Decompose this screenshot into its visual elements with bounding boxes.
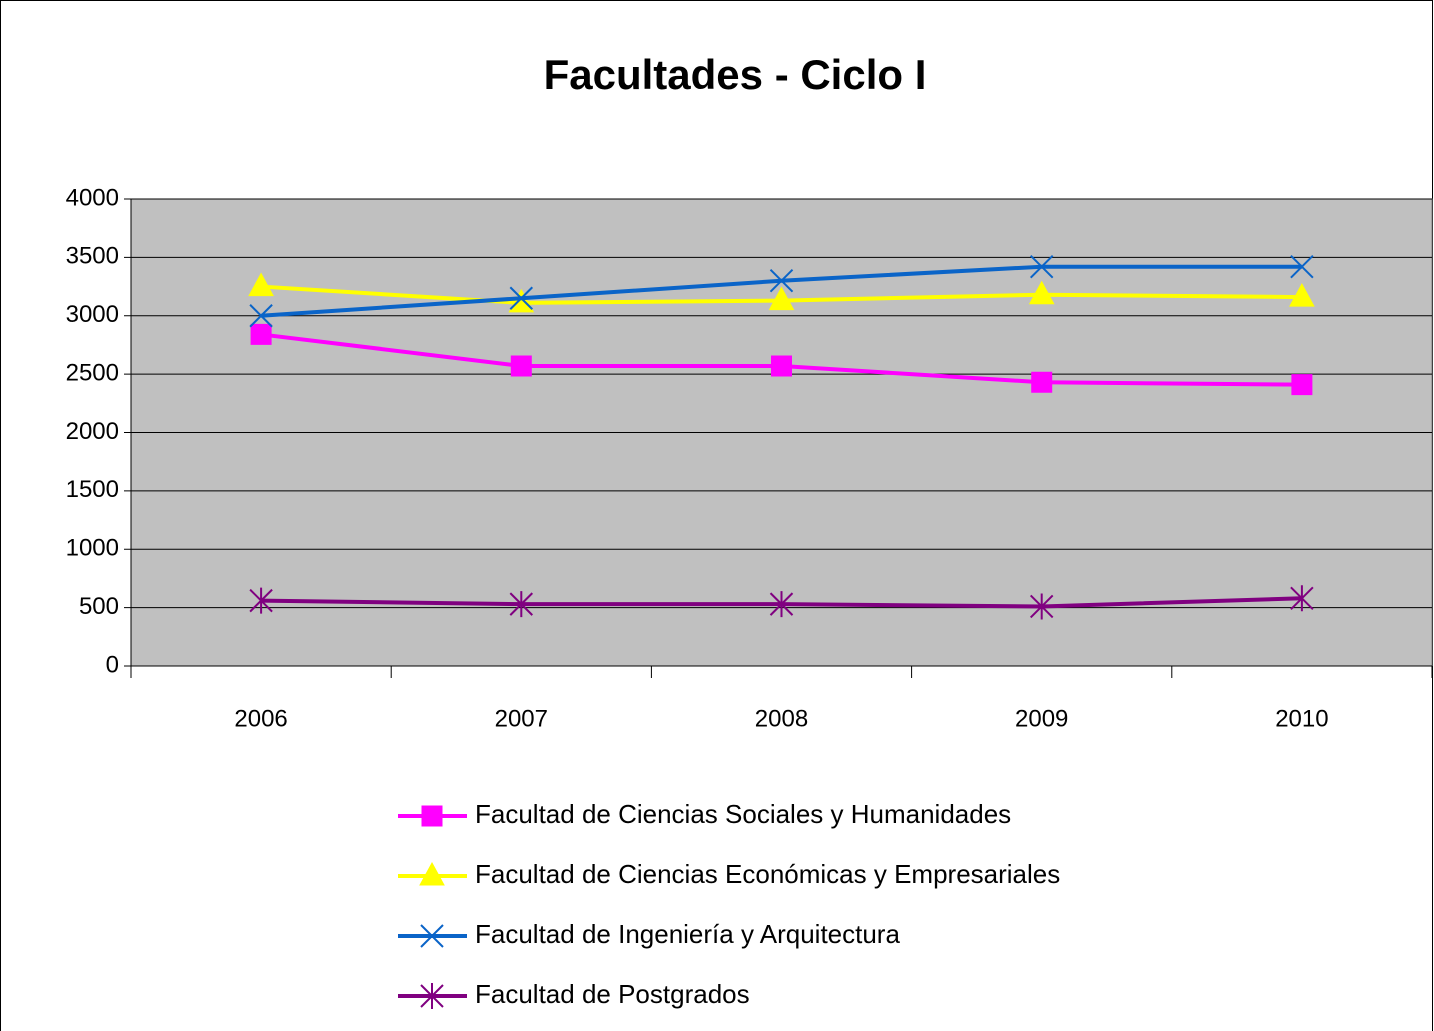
x-tick-label: 2010 [1275, 705, 1328, 732]
legend-marker [420, 924, 444, 948]
y-tick-label: 2500 [66, 359, 119, 386]
marker [1029, 593, 1054, 620]
legend-marker [421, 805, 443, 827]
marker [249, 587, 273, 614]
y-tick-label: 3000 [66, 301, 119, 328]
legend-marker [420, 983, 444, 1009]
y-tick-label: 1500 [66, 476, 119, 503]
marker [1290, 585, 1314, 612]
legend-label: Facultad de Ciencias Económicas y Empres… [475, 859, 1060, 889]
marker [1291, 374, 1313, 396]
marker [249, 304, 273, 328]
legend-marker [419, 861, 445, 886]
marker [248, 272, 274, 297]
x-tick-label: 2009 [1015, 705, 1068, 732]
marker [250, 323, 272, 345]
marker [1028, 280, 1055, 305]
marker [769, 269, 794, 293]
x-tick-label: 2007 [495, 705, 548, 732]
y-tick-label: 2000 [66, 418, 119, 445]
marker [769, 591, 794, 618]
marker [771, 355, 792, 377]
y-tick-label: 4000 [66, 184, 119, 211]
x-tick-label: 2008 [755, 705, 808, 732]
legend-label: Facultad de Ciencias Sociales y Humanida… [475, 799, 1011, 829]
marker [510, 355, 532, 377]
y-tick-label: 1000 [66, 535, 119, 562]
marker [509, 591, 534, 618]
legend-label: Facultad de Ingeniería y Arquitectura [475, 919, 900, 949]
chart-title: Facultades - Ciclo I [544, 51, 927, 98]
y-tick-label: 3500 [66, 243, 119, 270]
marker [768, 286, 795, 311]
marker [508, 288, 535, 313]
marker [1031, 371, 1053, 393]
x-tick-label: 2006 [234, 705, 287, 732]
marker [1289, 283, 1315, 307]
y-tick-label: 500 [79, 593, 119, 620]
legend-label: Facultad de Postgrados [475, 979, 750, 1009]
marker [1290, 255, 1314, 279]
y-tick-label: 0 [106, 651, 119, 678]
marker [1029, 255, 1054, 279]
marker [509, 286, 534, 310]
